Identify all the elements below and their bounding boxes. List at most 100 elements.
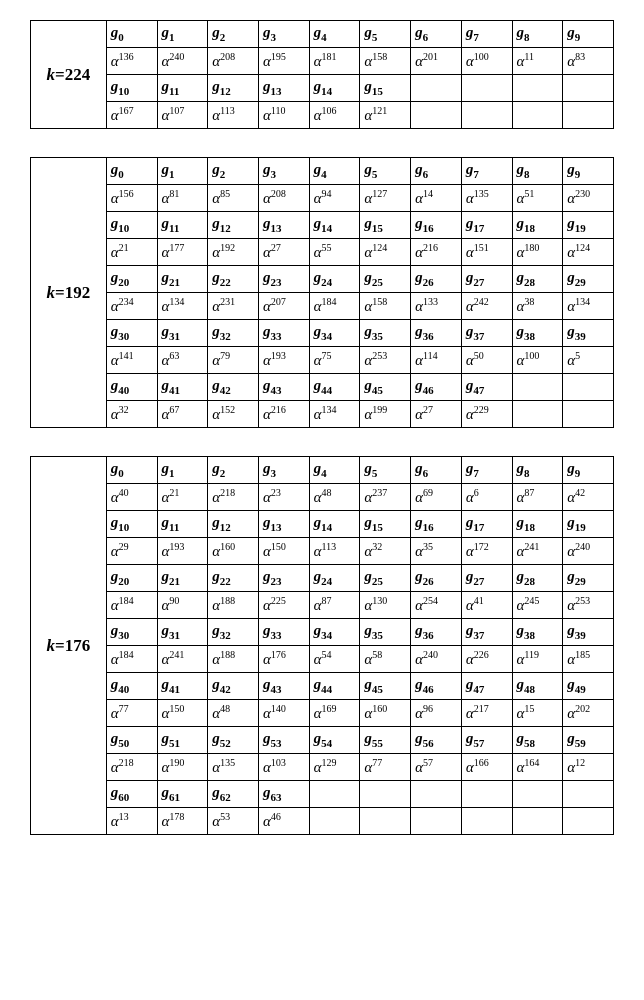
alpha-value-cell: α130 bbox=[360, 592, 411, 619]
g-header-cell: g41 bbox=[157, 374, 208, 401]
g-header-cell: g35 bbox=[360, 619, 411, 646]
alpha-value-cell: α241 bbox=[512, 538, 563, 565]
g-header-cell: g44 bbox=[309, 374, 360, 401]
g-header-cell: g46 bbox=[411, 374, 462, 401]
g-header-cell: g49 bbox=[563, 673, 614, 700]
alpha-value-cell: α87 bbox=[309, 592, 360, 619]
g-header-cell: g12 bbox=[208, 75, 259, 102]
alpha-value-cell: α29 bbox=[106, 538, 157, 565]
g-header-cell: g61 bbox=[157, 781, 208, 808]
alpha-value-cell: α218 bbox=[106, 754, 157, 781]
alpha-value-cell: α158 bbox=[360, 293, 411, 320]
alpha-value-cell: α53 bbox=[208, 808, 259, 835]
alpha-value-cell: α15 bbox=[512, 700, 563, 727]
g-header-cell: g15 bbox=[360, 511, 411, 538]
alpha-value-cell: α12 bbox=[563, 754, 614, 781]
coefficient-table-block: k=224g0g1g2g3g4g5g6g7g8g9α136α240α208α19… bbox=[30, 20, 614, 129]
g-header-cell: g6 bbox=[411, 457, 462, 484]
g-header-cell: g4 bbox=[309, 158, 360, 185]
g-header-cell: g36 bbox=[411, 320, 462, 347]
alpha-value-cell: α134 bbox=[157, 293, 208, 320]
alpha-value-cell: α193 bbox=[157, 538, 208, 565]
g-header-cell: g28 bbox=[512, 565, 563, 592]
g-header-cell: g24 bbox=[309, 565, 360, 592]
alpha-value-cell: α176 bbox=[258, 646, 309, 673]
alpha-value-cell: α75 bbox=[309, 347, 360, 374]
g-header-cell: g32 bbox=[208, 619, 259, 646]
alpha-value-cell: α226 bbox=[461, 646, 512, 673]
alpha-value-cell: α69 bbox=[411, 484, 462, 511]
g-header-cell: g6 bbox=[411, 21, 462, 48]
alpha-value-cell: α5 bbox=[563, 347, 614, 374]
g-header-cell: g35 bbox=[360, 320, 411, 347]
g-header-cell: g10 bbox=[106, 212, 157, 239]
alpha-value-cell: α172 bbox=[461, 538, 512, 565]
alpha-value-cell: α199 bbox=[360, 401, 411, 428]
alpha-value-cell: α253 bbox=[563, 592, 614, 619]
g-header-cell: g29 bbox=[563, 266, 614, 293]
coefficient-table: k=224g0g1g2g3g4g5g6g7g8g9α136α240α208α19… bbox=[30, 20, 614, 129]
g-header-cell: g41 bbox=[157, 673, 208, 700]
g-header-cell: g5 bbox=[360, 21, 411, 48]
alpha-value-cell: α231 bbox=[208, 293, 259, 320]
alpha-value-cell: α121 bbox=[360, 102, 411, 129]
alpha-value-cell: α208 bbox=[208, 48, 259, 75]
g-header-cell: g37 bbox=[461, 320, 512, 347]
alpha-value-cell: α107 bbox=[157, 102, 208, 129]
alpha-value-cell: α42 bbox=[563, 484, 614, 511]
g-header-cell: g33 bbox=[258, 320, 309, 347]
g-header-cell: g46 bbox=[411, 673, 462, 700]
g-header-cell: g50 bbox=[106, 727, 157, 754]
alpha-value-cell: α201 bbox=[411, 48, 462, 75]
g-header-cell: g15 bbox=[360, 212, 411, 239]
alpha-value-cell: α208 bbox=[258, 185, 309, 212]
g-header-cell: g39 bbox=[563, 619, 614, 646]
g-header-cell: g3 bbox=[258, 158, 309, 185]
g-header-cell: g60 bbox=[106, 781, 157, 808]
g-header-cell: g9 bbox=[563, 457, 614, 484]
alpha-value-cell: α48 bbox=[208, 700, 259, 727]
alpha-value-cell: α152 bbox=[208, 401, 259, 428]
alpha-value-cell: α106 bbox=[309, 102, 360, 129]
g-header-cell: g11 bbox=[157, 212, 208, 239]
alpha-value-cell: α218 bbox=[208, 484, 259, 511]
alpha-value-cell: α216 bbox=[258, 401, 309, 428]
alpha-value-cell: α135 bbox=[461, 185, 512, 212]
coefficient-table-block: k=176g0g1g2g3g4g5g6g7g8g9α40α21α218α23α4… bbox=[30, 456, 614, 835]
g-header-cell: g20 bbox=[106, 266, 157, 293]
g-header-cell: g10 bbox=[106, 75, 157, 102]
g-header-cell: g22 bbox=[208, 266, 259, 293]
g-header-cell: g13 bbox=[258, 75, 309, 102]
alpha-value-cell: α245 bbox=[512, 592, 563, 619]
g-header-cell: g55 bbox=[360, 727, 411, 754]
g-header-cell: g22 bbox=[208, 565, 259, 592]
alpha-value-cell: α83 bbox=[563, 48, 614, 75]
g-header-cell: g11 bbox=[157, 511, 208, 538]
alpha-value-cell: α124 bbox=[360, 239, 411, 266]
alpha-value-cell: α38 bbox=[512, 293, 563, 320]
alpha-value-cell: α67 bbox=[157, 401, 208, 428]
g-header-cell: g1 bbox=[157, 21, 208, 48]
alpha-value-cell: α58 bbox=[360, 646, 411, 673]
alpha-value-cell: α254 bbox=[411, 592, 462, 619]
alpha-value-cell: α63 bbox=[157, 347, 208, 374]
alpha-value-cell: α151 bbox=[461, 239, 512, 266]
alpha-value-cell: α85 bbox=[208, 185, 259, 212]
alpha-value-cell: α77 bbox=[360, 754, 411, 781]
alpha-value-cell: α184 bbox=[106, 646, 157, 673]
alpha-value-cell: α181 bbox=[309, 48, 360, 75]
g-header-cell: g42 bbox=[208, 673, 259, 700]
g-header-cell: g25 bbox=[360, 266, 411, 293]
g-header-cell: g14 bbox=[309, 212, 360, 239]
g-header-cell: g52 bbox=[208, 727, 259, 754]
alpha-value-cell: α134 bbox=[309, 401, 360, 428]
g-header-cell: g62 bbox=[208, 781, 259, 808]
g-header-cell: g3 bbox=[258, 21, 309, 48]
alpha-value-cell: α188 bbox=[208, 592, 259, 619]
alpha-value-cell: α11 bbox=[512, 48, 563, 75]
alpha-value-cell: α27 bbox=[258, 239, 309, 266]
alpha-value-cell: α242 bbox=[461, 293, 512, 320]
alpha-value-cell: α54 bbox=[309, 646, 360, 673]
alpha-value-cell: α253 bbox=[360, 347, 411, 374]
alpha-value-cell: α77 bbox=[106, 700, 157, 727]
